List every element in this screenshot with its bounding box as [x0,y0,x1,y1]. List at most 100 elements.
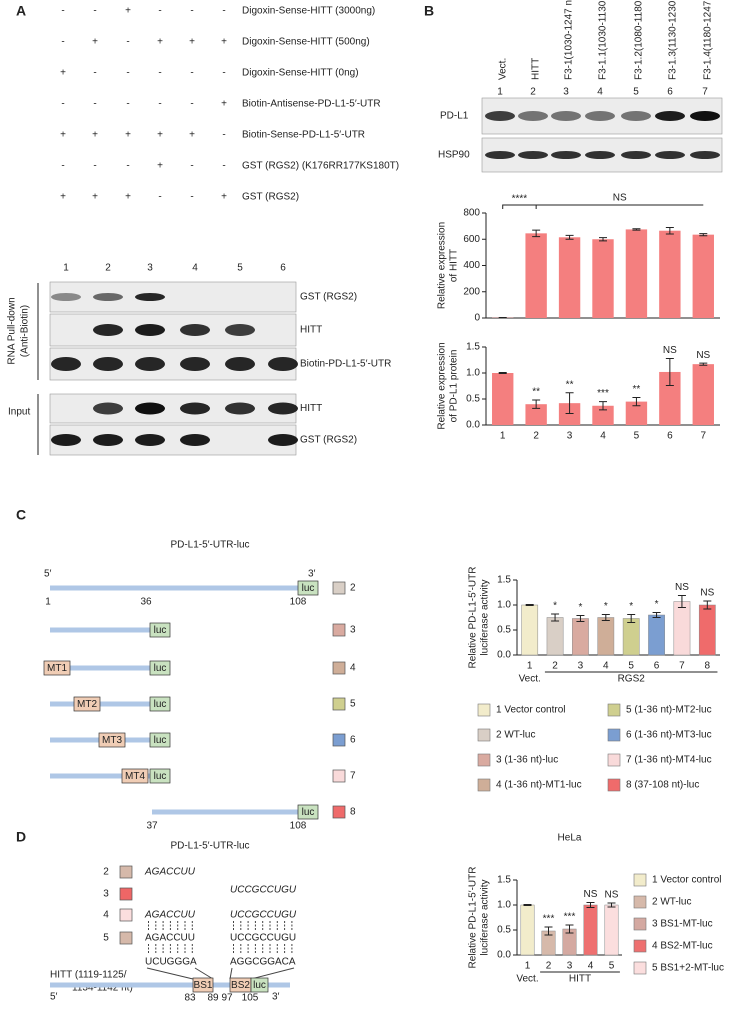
y-tick-label: 0 [474,313,480,324]
significance-label: *** [564,912,576,923]
side-label: (Anti-Biotin) [20,305,31,357]
blot-band [268,434,298,446]
group-label: HITT [569,974,591,985]
y-tick-label: 400 [463,260,480,271]
condition-sign: - [61,99,64,110]
y-axis-label: luciferase activity [480,879,491,955]
luc-box-text: luc [154,771,167,782]
condition-sign: - [190,6,193,17]
site-seq: UCCGCCUGU [230,885,297,896]
legend-swatch [608,754,620,766]
site-seq: UCCGCCUGU [230,933,296,944]
y-tick-label: 0.0 [497,950,511,961]
luc-box-text: luc [302,583,315,594]
y-tick-label: 1.0 [497,900,511,911]
blot-band [180,357,210,371]
condition-sign: - [61,161,64,172]
end-label: 5′ [44,569,52,580]
lane-number: 5 [237,263,243,274]
x-tick-label: 2 [552,661,558,672]
position: 83 [184,993,196,1004]
row-number: 7 [350,771,356,782]
side-label: RNA Pull-down [7,297,18,364]
x-tick-label: 5 [634,431,640,442]
color-key [333,806,345,818]
position: 36 [140,597,152,608]
x-tick-label: 8 [705,661,711,672]
legend-swatch [634,962,646,974]
group-label: RGS2 [618,674,646,685]
color-key [333,582,345,594]
condition-sign: + [92,192,98,203]
end-label: 3′ [272,992,280,1003]
condition-sign: + [221,192,227,203]
row-number: 5 [350,699,356,710]
error-bar [526,605,534,606]
luc-box-text: luc [154,699,167,710]
end-label: 3′ [308,569,316,580]
blot-band [51,293,81,301]
lane-label: F3-1.4(1180-1247 nt) [703,0,714,80]
legend-label: 8 (37-108 nt)-luc [626,780,699,791]
bar [674,602,690,656]
lane-label: HITT [531,58,542,80]
position: 89 [207,993,219,1004]
lane-number: 7 [702,87,708,98]
blot [50,314,296,346]
blot-label: Biotin-PD-L1-5′-UTR [300,359,391,370]
y-tick-label: 0.5 [497,925,511,936]
condition-name: Digoxin-Sense-HITT (0ng) [242,68,359,79]
legend-label: 1 Vector control [652,875,721,886]
y-tick-label: 1.5 [466,342,480,353]
blot-label: GST (RGS2) [300,435,357,446]
lane-number: 6 [667,87,673,98]
y-axis-label: Relative expression [437,222,448,309]
blot-band [690,151,720,159]
condition-sign: + [125,192,131,203]
blot-band [268,357,298,371]
row-number: 5 [103,933,109,944]
legend-swatch [478,779,490,791]
bar [659,231,680,318]
blot-band [621,151,651,159]
luc-box-text: luc [302,807,315,818]
position: 108 [290,597,307,608]
lane-number: 3 [147,263,153,274]
legend-swatch [634,918,646,930]
utr-line [50,628,150,633]
lane-number: 2 [530,87,536,98]
row-number: 4 [350,663,356,674]
legend-swatch [634,940,646,952]
blot-band [518,111,548,121]
bar [522,605,538,655]
condition-sign: - [190,68,193,79]
legend-label: 3 (1-36 nt)-luc [496,755,558,766]
significance-label: NS [696,350,710,361]
hitt-seq: UCUGGGA [145,957,197,968]
x-tick-label: 2 [533,431,539,442]
blot-band [225,403,255,415]
blot-band [621,111,651,121]
condition-sign: - [222,161,225,172]
condition-name: Biotin-Sense-PD-L1-5′-UTR [242,130,365,141]
significance-label: NS [605,890,619,901]
y-tick-label: 0.0 [497,650,511,661]
color-key [333,734,345,746]
color-key [120,909,132,921]
lane-number: 5 [633,87,639,98]
site-seq: AGACCUU [145,933,195,944]
row-number: 4 [103,910,109,921]
y-tick-label: 0.5 [466,394,480,405]
color-key [120,888,132,900]
legend-label: 4 BS2-MT-luc [652,941,713,952]
significance-label: * [578,602,582,613]
luc-box-text: luc [154,735,167,746]
significance-label: *** [597,388,609,399]
blot-band [690,111,720,121]
bar [605,905,618,955]
x-tick-label: 5 [628,661,634,672]
site-box-text: BS1 [194,980,213,991]
lane-number: 2 [105,263,111,274]
significance-label: * [553,601,557,612]
